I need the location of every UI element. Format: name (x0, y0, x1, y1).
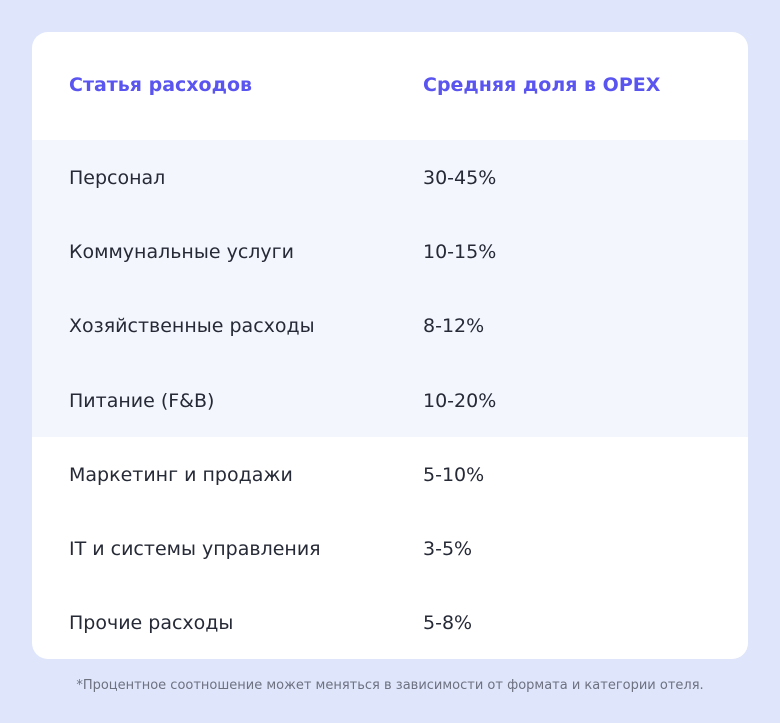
expense-item-cell: Питание (F&B) (69, 389, 215, 412)
table-row: Коммунальные услуги 10-15% (32, 214, 748, 288)
opex-table-card: Статья расходов Средняя доля в OPEX Перс… (32, 32, 748, 659)
table-row: Маркетинг и продажи 5-10% (32, 437, 748, 511)
expense-item-cell: Прочие расходы (69, 612, 234, 635)
table-row: Хозяйственные расходы 8-12% (32, 288, 748, 362)
expense-item-cell: Персонал (69, 167, 166, 189)
table-header-row: Статья расходов Средняя доля в OPEX (32, 32, 748, 140)
opex-share-cell: 5-8% (423, 612, 473, 635)
table-row: Персонал 30-45% (32, 140, 748, 214)
opex-share-cell: 10-15% (423, 241, 497, 264)
table-row: Питание (F&B) 10-20% (32, 363, 748, 437)
highlighted-rows-background (32, 140, 748, 437)
header-expense-item: Статья расходов (69, 74, 253, 96)
opex-share-cell: 30-45% (423, 167, 497, 189)
expense-item-cell: IT и системы управления (69, 537, 321, 560)
expense-item-cell: Хозяйственные расходы (69, 315, 315, 338)
opex-share-cell: 10-20% (423, 389, 497, 412)
opex-share-cell: 8-12% (423, 315, 485, 338)
table-body: Персонал 30-45% Коммунальные услуги 10-1… (32, 140, 748, 659)
opex-share-cell: 5-10% (423, 463, 485, 486)
expense-item-cell: Коммунальные услуги (69, 241, 294, 264)
expense-item-cell: Маркетинг и продажи (69, 463, 293, 486)
header-opex-share: Средняя доля в OPEX (423, 74, 661, 96)
table-row: Прочие расходы 5-8% (32, 585, 748, 659)
table-row: IT и системы управления 3-5% (32, 511, 748, 585)
footnote: *Процентное соотношение может меняться в… (76, 678, 704, 693)
opex-share-cell: 3-5% (423, 537, 473, 560)
